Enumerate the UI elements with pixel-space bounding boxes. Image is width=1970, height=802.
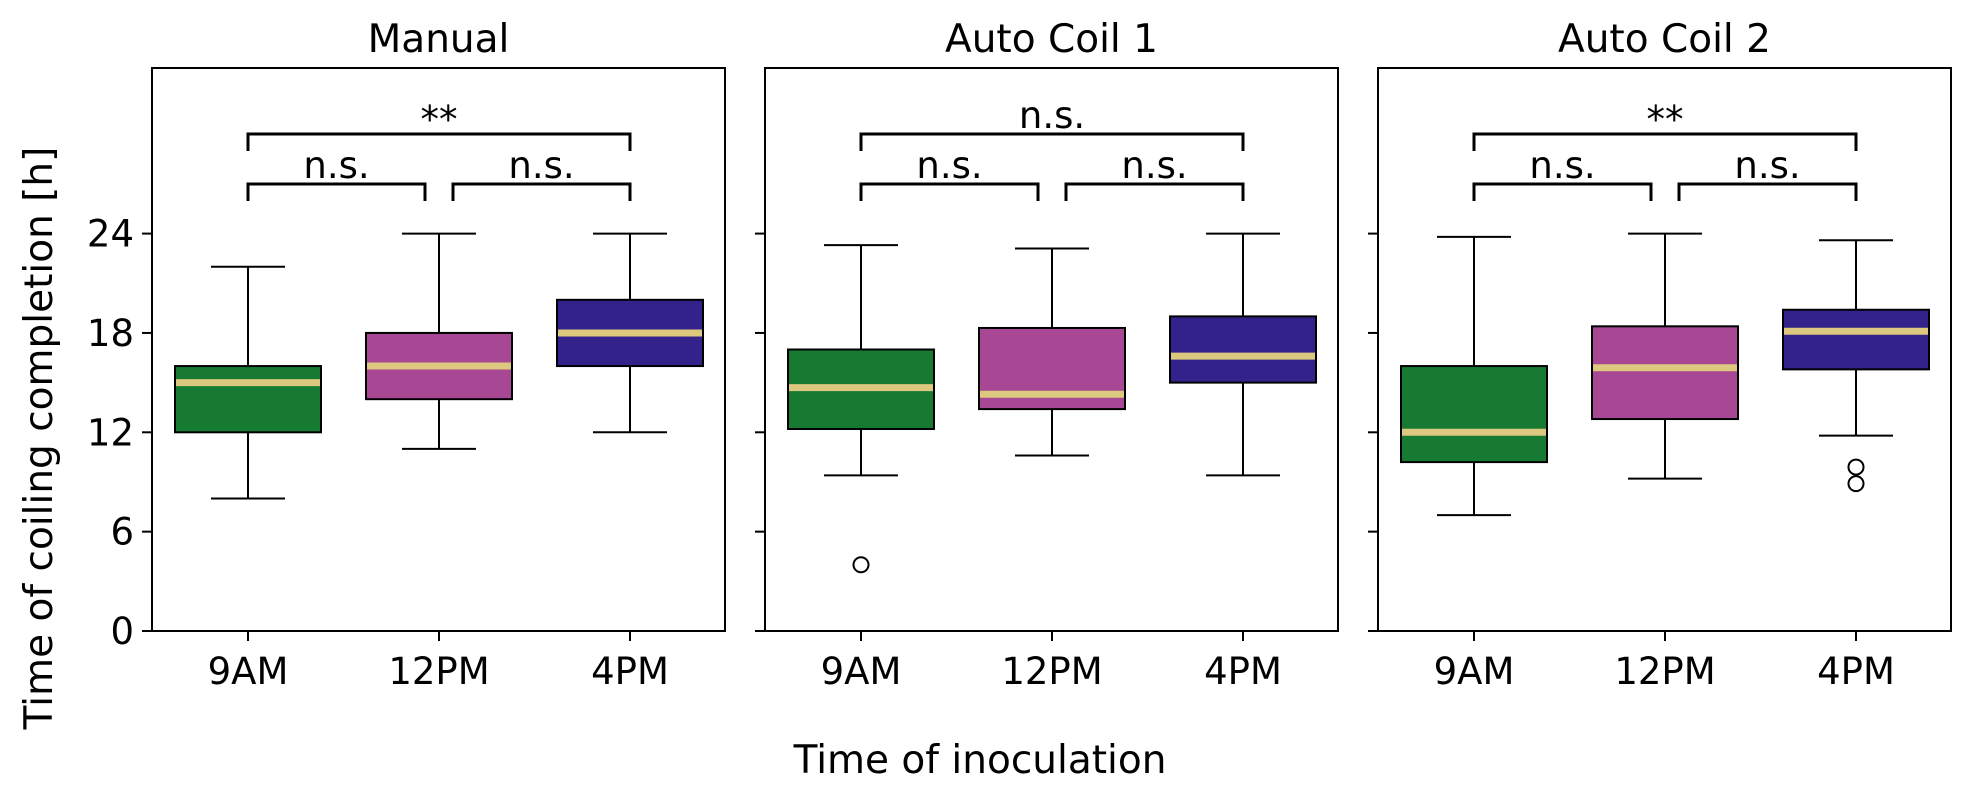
- bracket-line: [1677, 182, 1858, 201]
- box-4pm: [1782, 239, 1930, 493]
- panel-title: Auto Coil 1: [945, 17, 1158, 62]
- box-12pm: [978, 247, 1126, 457]
- panel-2: Auto Coil 1 9AM 12PM 4PM n.s. n.s. n.s.: [755, 17, 1339, 693]
- significance-label: n.s.: [916, 144, 982, 187]
- significance-label: n.s.: [1121, 144, 1187, 187]
- significance-bracket: n.s.: [859, 144, 1040, 201]
- box-12pm: [1591, 232, 1739, 480]
- significance-bracket: n.s.: [1064, 144, 1245, 201]
- significance-label: n.s.: [1019, 94, 1085, 137]
- bracket-line: [1064, 182, 1245, 201]
- box-4pm: [556, 232, 704, 434]
- box-body: [1400, 365, 1548, 464]
- bracket-line: [1472, 132, 1858, 151]
- significance-bracket: **: [246, 98, 632, 151]
- box-body: [1169, 315, 1317, 384]
- box-12pm: [365, 232, 513, 450]
- y-tick-label: 0: [110, 610, 134, 653]
- panel-title: Manual: [368, 17, 510, 62]
- significance-bracket: n.s.: [1472, 144, 1653, 201]
- significance-label: n.s.: [1529, 144, 1595, 187]
- outlier-point: [1847, 458, 1865, 476]
- significance-label: **: [1647, 98, 1684, 141]
- box-4pm: [1169, 232, 1317, 477]
- outlier-point: [852, 556, 870, 574]
- y-tick-label: 24: [87, 213, 134, 256]
- bracket-line: [1472, 182, 1653, 201]
- x-tick-label: 4PM: [1204, 650, 1282, 693]
- x-tick-label: 12PM: [1001, 650, 1102, 693]
- x-tick-label: 12PM: [1614, 650, 1715, 693]
- box-body: [1782, 308, 1930, 371]
- bracket-line: [246, 182, 427, 201]
- x-tick-label: 9AM: [1434, 650, 1515, 693]
- y-tick-label: 18: [87, 312, 134, 355]
- significance-label: n.s.: [303, 144, 369, 187]
- x-tick-label: 12PM: [388, 650, 489, 693]
- y-tick-label: 12: [87, 411, 134, 454]
- box-9am: [787, 244, 935, 574]
- box-body: [174, 365, 322, 434]
- bracket-line: [859, 132, 1245, 151]
- significance-label: n.s.: [1734, 144, 1800, 187]
- box-body: [1591, 325, 1739, 421]
- bracket-line: [451, 182, 632, 201]
- significance-bracket: n.s.: [1677, 144, 1858, 201]
- x-tick-label: 9AM: [821, 650, 902, 693]
- bracket-line: [859, 182, 1040, 201]
- box-9am: [174, 265, 322, 500]
- significance-bracket: n.s.: [246, 144, 427, 201]
- x-tick-label: 4PM: [1817, 650, 1895, 693]
- outlier-point: [1847, 475, 1865, 493]
- panel-3: Auto Coil 2 9AM 12PM 4PM n.s. n.s. **: [1368, 17, 1952, 693]
- x-tick-label: 9AM: [208, 650, 289, 693]
- significance-bracket: n.s.: [451, 144, 632, 201]
- y-axis-label: Time of coiling completion [h]: [17, 147, 62, 731]
- significance-label: n.s.: [508, 144, 574, 187]
- x-axis-label: Time of inoculation: [793, 738, 1167, 783]
- x-tick-label: 4PM: [591, 650, 669, 693]
- bracket-line: [246, 132, 632, 151]
- significance-label: **: [421, 98, 458, 141]
- panel-1: Manual 0 6 12 18 24 9AM 12PM 4PM n.s. n.s. **: [87, 17, 726, 693]
- significance-bracket: n.s.: [859, 94, 1245, 151]
- y-tick-label: 6: [110, 511, 134, 554]
- box-9am: [1400, 235, 1548, 517]
- significance-bracket: **: [1472, 98, 1858, 151]
- panel-title: Auto Coil 2: [1558, 17, 1771, 62]
